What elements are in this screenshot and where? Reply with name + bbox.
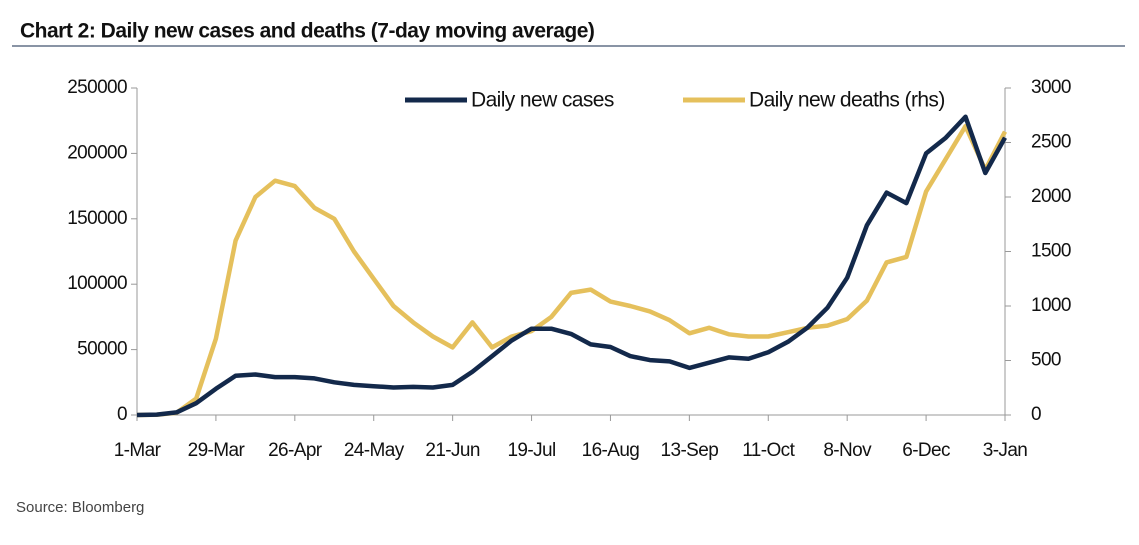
y-tick-label: 0 (117, 404, 127, 425)
x-tick-label: 13-Sep (661, 440, 719, 461)
x-tick-label: 24-May (344, 440, 405, 461)
x-tick-label: 8-Nov (823, 440, 872, 461)
y2-tick-label: 0 (1031, 404, 1041, 425)
x-tick-label: 26-Apr (268, 440, 323, 461)
legend-label: Daily new deaths (rhs) (749, 89, 945, 112)
series-line (136, 114, 1007, 418)
x-tick-label: 3-Jan (983, 440, 1028, 461)
y2-tick-label: 500 (1031, 350, 1061, 371)
y-tick-label: 200000 (67, 142, 127, 163)
x-tick-label: 16-Aug (582, 440, 640, 461)
y2-tick-label: 2000 (1031, 186, 1071, 207)
x-tick-label: 11-Oct (742, 440, 795, 461)
x-tick-label: 19-Jul (507, 440, 555, 461)
x-tick-label: 21-Jun (425, 440, 480, 461)
x-tick-label: 29-Mar (188, 440, 246, 461)
y2-tick-label: 2500 (1031, 132, 1071, 153)
y-tick-label: 150000 (67, 208, 127, 229)
y-tick-label: 250000 (67, 77, 127, 98)
chart-title: Chart 2: Daily new cases and deaths (7-d… (20, 20, 594, 43)
series-line (136, 123, 1007, 418)
legend-label: Daily new cases (471, 89, 614, 112)
x-tick-label: 1-Mar (114, 440, 162, 461)
source: Source: Bloomberg (16, 499, 144, 516)
y-tick-label: 50000 (77, 339, 127, 360)
y2-tick-label: 1000 (1031, 295, 1071, 316)
y-tick-label: 100000 (67, 273, 127, 294)
y2-tick-label: 3000 (1031, 77, 1071, 98)
x-tick-label: 6-Dec (902, 440, 950, 461)
y2-tick-label: 1500 (1031, 241, 1071, 262)
